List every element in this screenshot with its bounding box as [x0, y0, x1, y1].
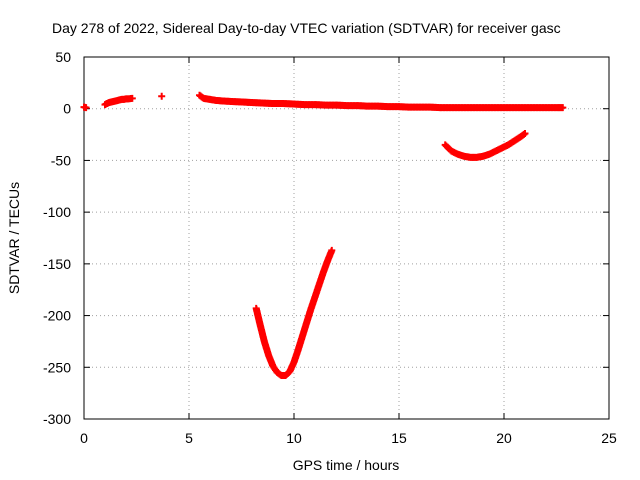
x-tick-labels: 0 5 10 15 20 25 [80, 430, 617, 446]
data-point [82, 104, 90, 112]
grid [84, 57, 609, 419]
y-axis-label: SDTVAR / TECUs [6, 182, 22, 294]
x-axis-label: GPS time / hours [293, 457, 400, 473]
ticks [83, 56, 610, 420]
y-tick-label: -100 [43, 204, 71, 220]
data-point [158, 92, 166, 100]
x-tick-label: 10 [286, 430, 302, 446]
series-early-arc [101, 94, 136, 109]
data-point [559, 104, 567, 112]
series-main-flat-arc [196, 91, 567, 112]
chart-title: Day 278 of 2022, Sidereal Day-to-day VTE… [52, 20, 561, 36]
data-point [128, 94, 136, 102]
plot-frame [83, 56, 610, 420]
y-tick-label: 0 [63, 101, 71, 117]
y-tick-label: -250 [43, 359, 71, 375]
x-tick-label: 20 [496, 430, 512, 446]
x-tick-label: 5 [185, 430, 193, 446]
y-tick-label: -50 [51, 152, 71, 168]
y-tick-label: 50 [55, 49, 71, 65]
x-tick-label: 25 [601, 430, 617, 446]
y-tick-label: -150 [43, 256, 71, 272]
series-deep-arc [252, 246, 336, 380]
x-tick-label: 0 [80, 430, 88, 446]
y-tick-labels: 50 0 -50 -100 -150 -200 -250 -300 [43, 49, 71, 427]
series-start-point [80, 103, 90, 112]
data-point [521, 130, 529, 138]
data-points [80, 91, 567, 380]
y-tick-label: -300 [43, 411, 71, 427]
series-isolated-point [158, 92, 166, 100]
x-tick-label: 15 [391, 430, 407, 446]
y-tick-label: -200 [43, 308, 71, 324]
data-point [328, 246, 336, 254]
series-late-arc [441, 130, 529, 161]
